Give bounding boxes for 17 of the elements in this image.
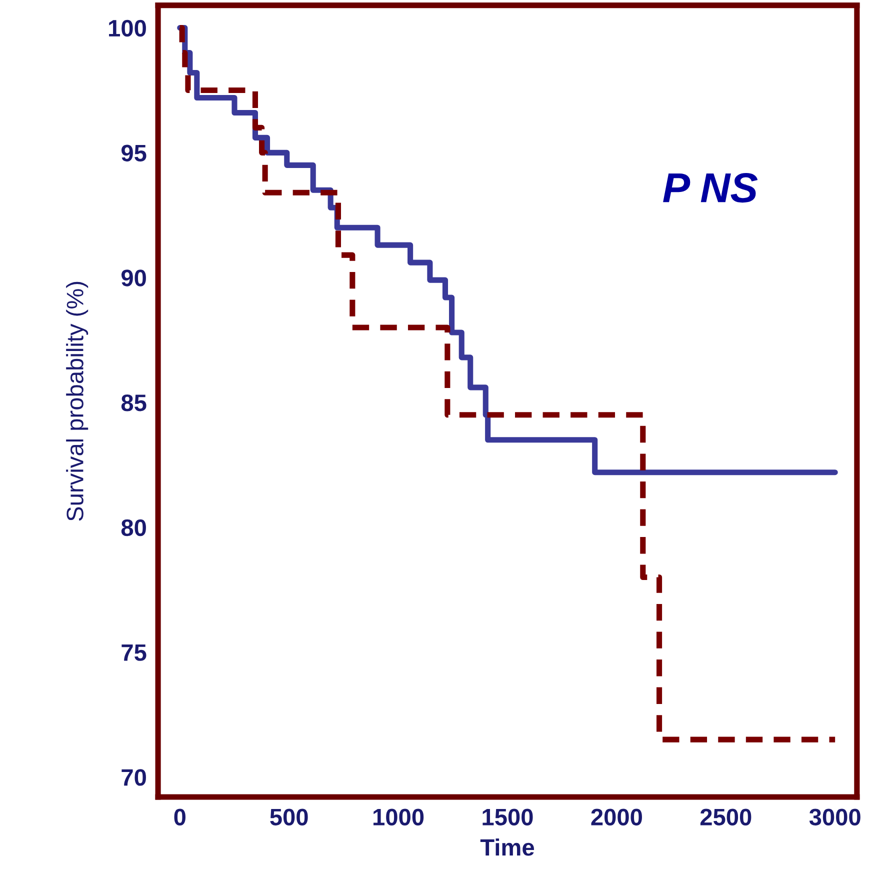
y-tick-label: 85 (121, 394, 146, 412)
y-tick-label: 75 (122, 644, 146, 661)
x-tick-label: 3000 (809, 808, 860, 826)
x-axis-title: Time (480, 838, 534, 856)
y-tick-label: 95 (121, 144, 146, 162)
x-tick-label: 0 (174, 808, 186, 826)
y-tick-label: 80 (121, 519, 146, 536)
y-tick-label: 90 (121, 270, 146, 286)
annotation: P NS (663, 173, 758, 203)
x-tick-label: 2500 (700, 808, 752, 826)
y-tick-label: 70 (122, 769, 146, 786)
x-tick-label: 1500 (482, 808, 533, 826)
y-tick-label: 100 (109, 20, 146, 37)
x-tick-label: 1000 (374, 808, 424, 826)
x-tick-label: 2000 (591, 808, 642, 826)
x-tick-label: 500 (270, 808, 308, 826)
y-axis-title: Survival probability (%) (66, 282, 88, 521)
